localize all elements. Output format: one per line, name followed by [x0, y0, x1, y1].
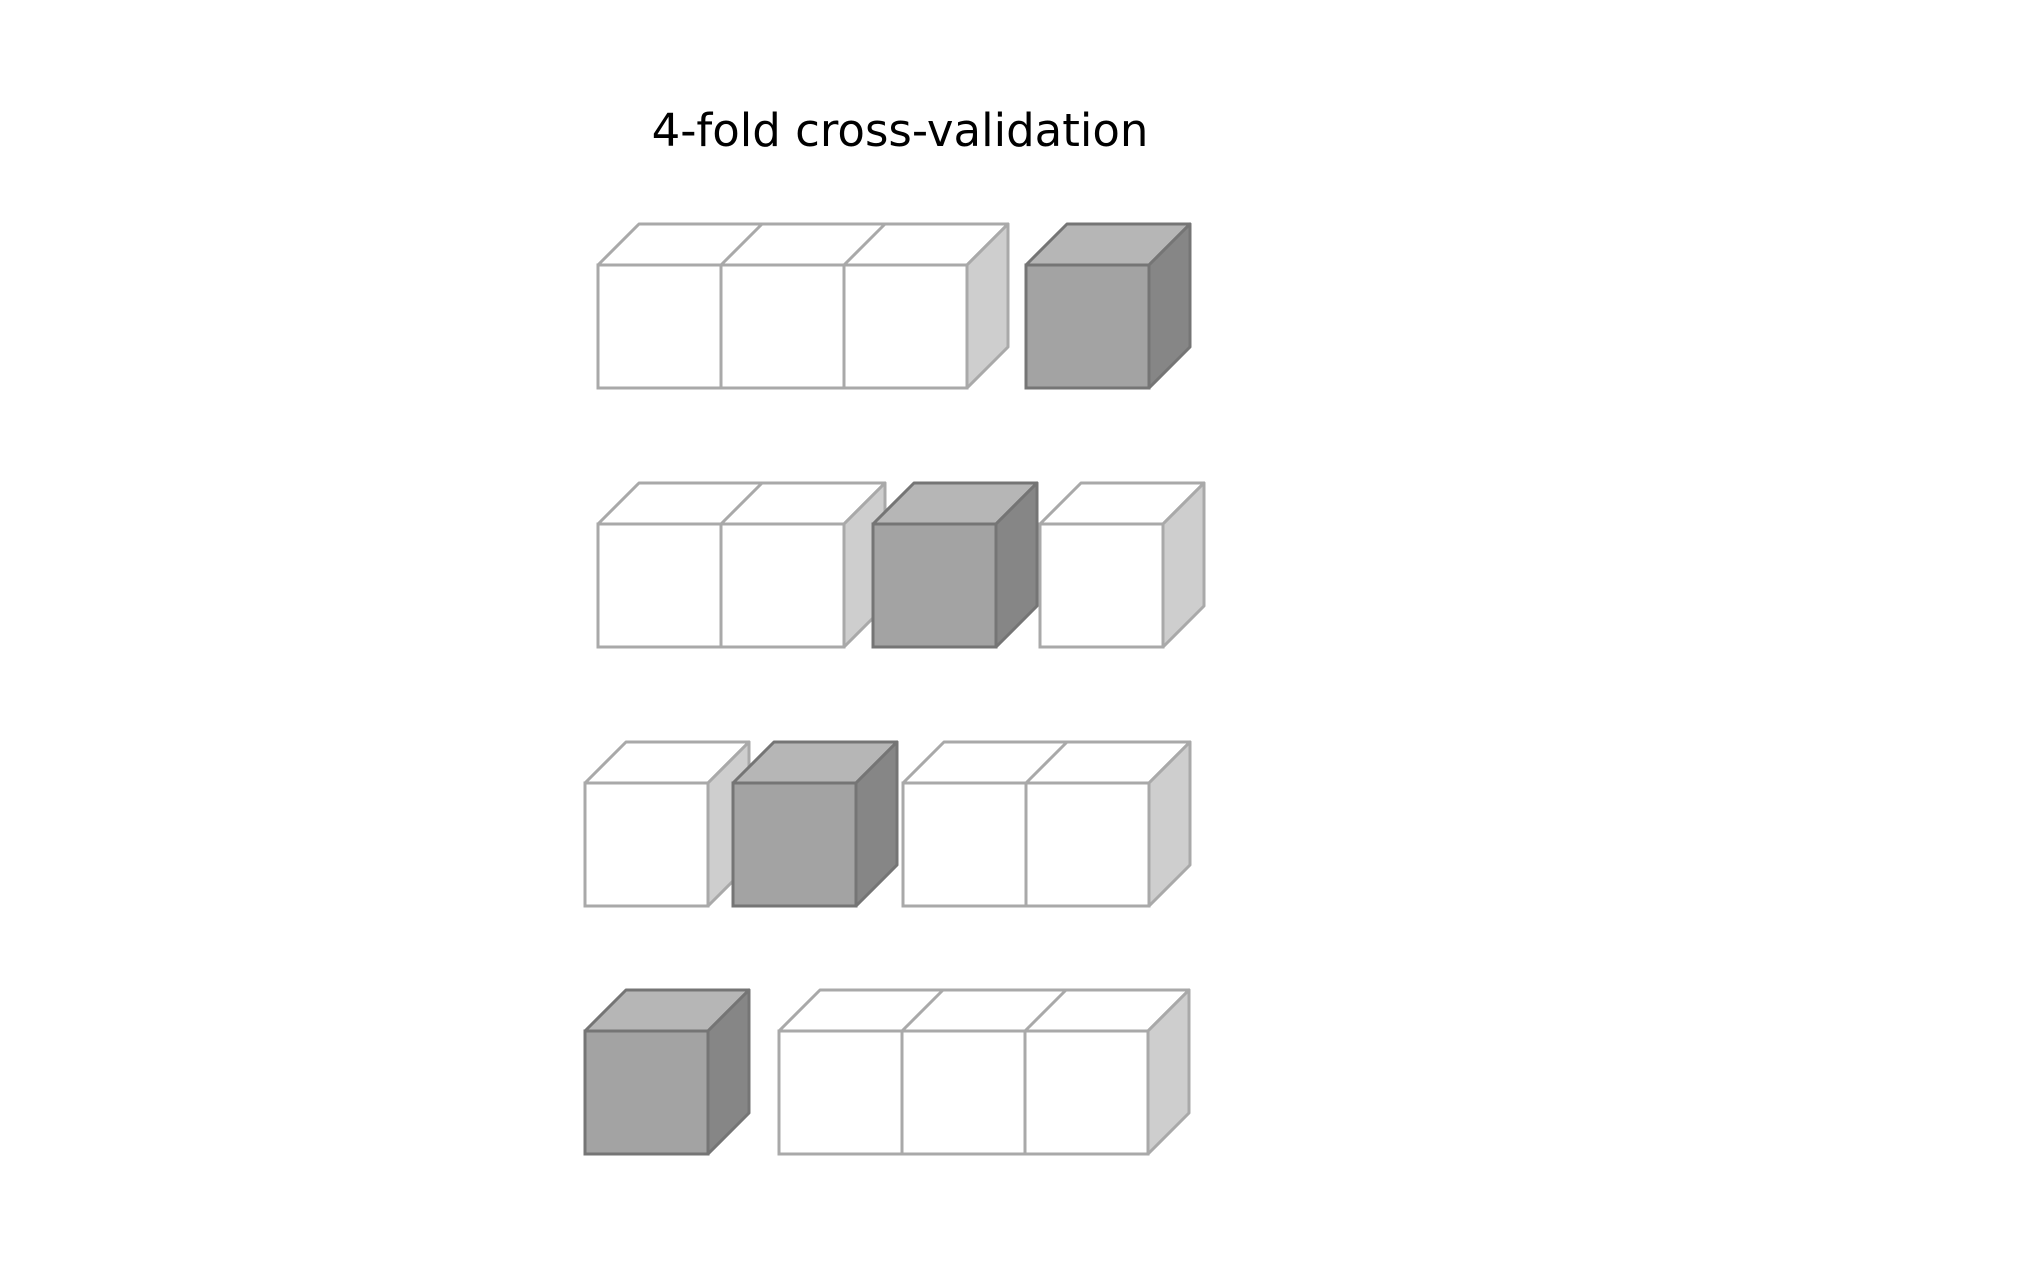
cube-divider: [719, 222, 764, 267]
top-face: [596, 222, 1010, 267]
cube-front-face: [871, 522, 998, 649]
fold-row-4: [583, 988, 1191, 1156]
train-block-fold-2-1: [596, 481, 887, 649]
train-block-fold-1-1: [596, 222, 1010, 390]
train-block-fold-3-3: [901, 740, 1192, 908]
cube-front-face: [596, 522, 723, 649]
cube-front-face: [900, 1029, 1027, 1156]
cube-divider: [1024, 740, 1069, 785]
cube-front-face: [901, 781, 1028, 908]
cube-front-face: [583, 1029, 710, 1156]
cube-divider: [900, 988, 945, 1033]
cube-front-face: [842, 263, 969, 390]
cube-front-face: [719, 263, 846, 390]
cube-front-face: [583, 781, 710, 908]
test-block-fold-2-2: [871, 481, 1039, 649]
diagram-title: 4-fold cross-validation: [652, 104, 1149, 157]
cube-divider: [719, 481, 764, 526]
fold-row-2: [596, 481, 1206, 649]
cube-front-face: [1038, 522, 1165, 649]
train-block-fold-4-2: [777, 988, 1191, 1156]
fold-row-1: [596, 222, 1192, 390]
top-face: [777, 988, 1191, 1033]
cube-front-face: [731, 781, 858, 908]
fold-row-3: [583, 740, 1192, 908]
cube-front-face: [1023, 1029, 1150, 1156]
cube-divider: [1023, 988, 1068, 1033]
train-block-fold-3-1: [583, 740, 751, 908]
folds-group: [583, 222, 1206, 1156]
test-block-fold-3-2: [731, 740, 899, 908]
test-block-fold-4-1: [583, 988, 751, 1156]
test-block-fold-1-2: [1024, 222, 1192, 390]
cube-front-face: [719, 522, 846, 649]
cube-front-face: [777, 1029, 904, 1156]
cube-front-face: [596, 263, 723, 390]
cube-front-face: [1024, 263, 1151, 390]
train-block-fold-2-3: [1038, 481, 1206, 649]
cube-divider: [842, 222, 887, 267]
cube-front-face: [1024, 781, 1151, 908]
